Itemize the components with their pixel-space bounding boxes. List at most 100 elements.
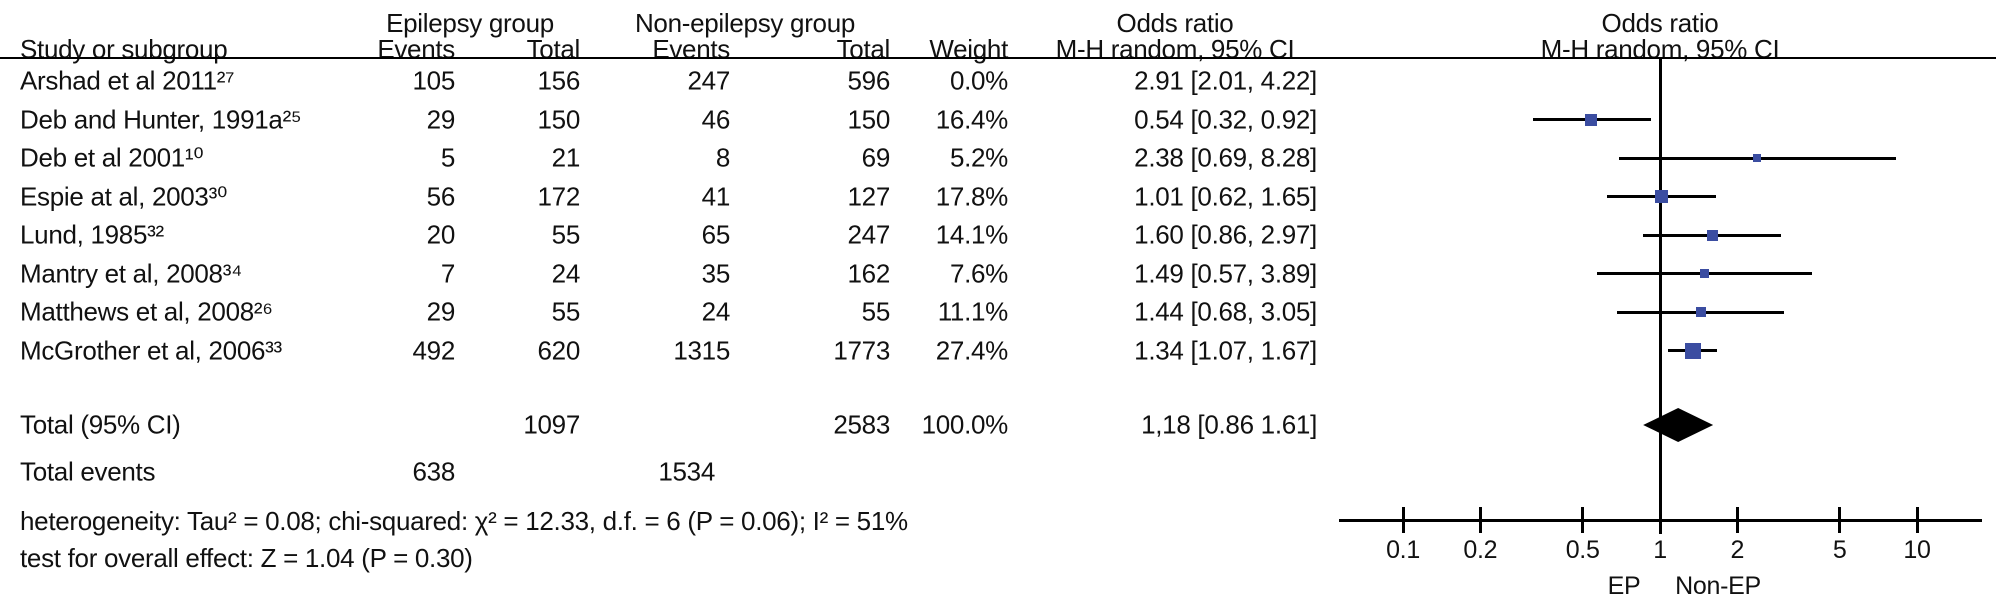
table-row: Espie at al, 2003³⁰ 56 172 41 127 17.8% … [0,178,1340,217]
ne-total: 69 [861,142,891,173]
weight: 16.4% [935,104,1009,135]
ne-events: 8 [715,142,730,173]
ep-events: 5 [440,142,455,173]
or-square [1695,307,1706,317]
ne-events: 41 [701,181,731,212]
weight: 27.4% [935,335,1009,366]
or-square [1585,113,1598,126]
ne-events: 46 [701,104,731,135]
header-ep-events: Events [377,34,455,64]
or-ci: 1.44 [0.68, 3.05] [1134,296,1317,327]
ep-total: 620 [537,335,581,366]
ne-events: 247 [687,65,731,96]
total-events-ne: 1534 [658,456,715,487]
total-row: Total (95% CI) 1097 2583 100.0% 1,18 [0.… [0,406,1340,444]
axis-right-label: Non-EP [1675,572,1761,600]
ep-events: 105 [412,65,456,96]
ep-total: 150 [537,104,581,135]
ne-events: 1315 [673,335,730,366]
table-row: Mantry et al, 2008³⁴ 7 24 35 162 7.6% 1.… [0,255,1340,294]
ep-events: 29 [426,296,456,327]
table-row: Matthews et al, 2008²⁶ 29 55 24 55 11.1%… [0,293,1340,332]
ne-total: 1773 [833,335,890,366]
or-square [1752,154,1761,162]
weight: 0.0% [949,65,1008,96]
table-row: Lund, 1985³² 20 55 65 247 14.1% 1.60 [0.… [0,216,1340,255]
or-ci: 1.01 [0.62, 1.65] [1134,181,1317,212]
study-name: Deb et al 2001¹⁰ [20,142,204,173]
or-ci: 2.91 [2.01, 4.22] [1134,65,1317,96]
ep-total: 172 [537,181,581,212]
x-axis-tick [1658,507,1662,533]
study-table: Arshad et al 2011²⁷ 105 156 247 596 0.0%… [0,62,1340,370]
x-axis-tick-label: 2 [1730,536,1745,564]
weight: 14.1% [935,219,1009,250]
study-name: Espie at al, 2003³⁰ [20,181,228,212]
or-ci: 1.49 [0.57, 3.89] [1134,258,1317,289]
ep-total: 55 [551,219,581,250]
or-ci: 0.54 [0.32, 0.92] [1134,104,1317,135]
x-axis-tick-label: 0.2 [1463,536,1498,564]
header-ne-events: Events [652,34,730,64]
or-square [1684,342,1701,359]
ep-events: 7 [440,258,455,289]
x-axis-tick-label: 1 [1653,536,1667,564]
table-row: McGrother et al, 2006³³ 492 620 1315 177… [0,332,1340,371]
x-axis-tick [1735,507,1739,533]
study-name: Deb and Hunter, 1991a²⁵ [20,104,302,135]
header-weight: Weight [929,34,1008,64]
ep-events: 20 [426,219,456,250]
ne-total: 127 [847,181,891,212]
ne-total: 162 [847,258,891,289]
study-name: McGrother et al, 2006³³ [20,335,282,366]
study-name: Lund, 1985³² [20,219,164,250]
or-square [1654,190,1668,203]
study-name: Mantry et al, 2008³⁴ [20,258,242,289]
axis-left-label: EP [1607,572,1641,600]
ne-total: 55 [861,296,891,327]
header-odds-ratio-text: Odds ratio [1116,8,1234,38]
ep-total: 24 [551,258,581,289]
or-ci: 1.34 [1.07, 1.67] [1134,335,1317,366]
study-name: Arshad et al 2011²⁷ [20,65,235,96]
pooled-diamond [1643,408,1714,442]
header-non-epilepsy-group: Non-epilepsy group [634,8,856,38]
ne-total: 150 [847,104,891,135]
weight: 11.1% [937,296,1009,327]
ep-total: 55 [551,296,581,327]
weight: 5.2% [949,142,1008,173]
total-events-ep: 638 [412,456,456,487]
table-row: Deb et al 2001¹⁰ 5 21 8 69 5.2% 2.38 [0.… [0,139,1340,178]
total-label: Total (95% CI) [20,409,181,440]
ne-events: 35 [701,258,731,289]
x-axis-tick [1478,507,1482,533]
null-effect-line [1658,58,1662,534]
ep-events: 56 [426,181,456,212]
overall-effect-note: test for overall effect: Z = 1.04 (P = 0… [20,543,473,573]
x-axis-tick-label: 0.1 [1386,536,1420,564]
forest-plot: 0.1 0.2 0.5 1 2 5 10 EP Non-EP [1040,58,1996,603]
x-axis-tick-label: 5 [1832,536,1847,564]
ne-total: 247 [847,219,891,250]
ne-events: 24 [701,296,731,327]
total-ne-total: 2583 [833,409,890,440]
or-square [1700,269,1709,278]
header-rule [0,57,1996,59]
total-ep-total: 1097 [523,409,580,440]
x-axis-tick [1581,507,1585,533]
header-study-col: Study or subgroup [20,34,228,64]
or-ci: 1.60 [0.86, 2.97] [1134,219,1317,250]
study-name: Matthews et al, 2008²⁶ [20,296,273,327]
or-ci: 2.38 [0.69, 8.28] [1134,142,1317,173]
ep-total: 156 [537,65,581,96]
header-mh-text: M-H random, 95% CI [1055,34,1295,64]
ep-events: 29 [426,104,456,135]
header-epilepsy-group: Epilepsy group [386,8,554,38]
x-axis-tick-label: 0.5 [1565,536,1600,564]
weight: 17.8% [935,181,1009,212]
ne-total: 596 [847,65,891,96]
x-axis-tick [1915,507,1919,533]
total-or-ci: 1,18 [0.86 1.61] [1141,409,1317,440]
or-square [1706,229,1718,241]
